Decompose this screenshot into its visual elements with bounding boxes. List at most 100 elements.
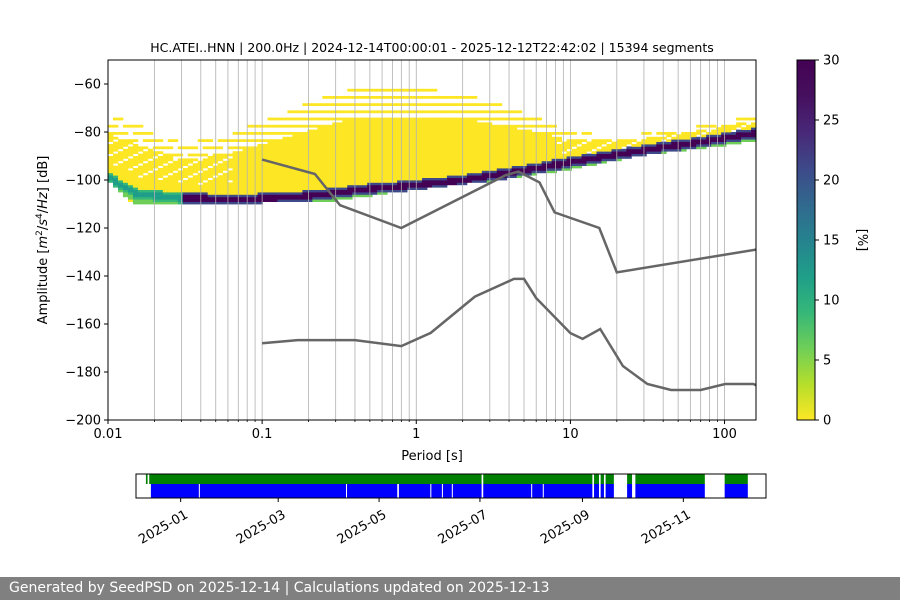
pdf-cell [272, 153, 278, 157]
pdf-cell [342, 153, 348, 157]
pdf-cell [521, 156, 528, 159]
pdf-cell [706, 136, 712, 140]
pdf-cell [496, 170, 503, 174]
pdf-cell [476, 134, 483, 138]
pdf-cell [501, 170, 508, 174]
pdf-cell [137, 199, 144, 202]
pdf-cell [566, 146, 572, 150]
pdf-cell [596, 151, 602, 154]
pdf-cell [167, 153, 174, 157]
pdf-cell [491, 110, 498, 114]
pdf-cell [476, 117, 483, 121]
pdf-cell [521, 158, 528, 162]
pdf-cell [601, 151, 607, 154]
pdf-cell [347, 103, 353, 106]
pdf-cell [177, 187, 184, 190]
pdf-cell [292, 134, 298, 138]
pdf-cell [257, 175, 263, 178]
pdf-cell [432, 175, 438, 178]
pdf-cell [491, 139, 498, 142]
pdf-cell [392, 124, 398, 128]
pdf-cell [267, 168, 273, 171]
pdf-cell [122, 160, 129, 164]
pdf-cell [526, 170, 533, 174]
pdf-cell [357, 168, 363, 171]
pdf-cell [511, 139, 518, 142]
pdf-cell [387, 141, 393, 145]
pdf-cell [586, 132, 592, 135]
pdf-cell [397, 160, 403, 164]
pdf-cell [362, 132, 368, 135]
pdf-cell [227, 201, 234, 205]
pdf-cell [207, 158, 214, 162]
pdf-cell [651, 146, 657, 150]
pdf-cell [327, 141, 333, 145]
pdf-cell [312, 134, 318, 138]
pdf-cell [327, 129, 333, 133]
pdf-cell [751, 117, 756, 121]
pdf-cell [461, 163, 468, 166]
pdf-cell [112, 177, 119, 181]
pdf-cell [746, 132, 752, 135]
pdf-cell [546, 132, 553, 135]
pdf-cell [147, 189, 154, 193]
pdf-cell [282, 192, 288, 195]
pdf-cell [402, 151, 408, 154]
pdf-cell [412, 180, 418, 183]
pdf-cell [377, 88, 383, 92]
pdf-cell [342, 180, 348, 183]
pdf-cell [721, 134, 727, 138]
pdf-cell [432, 156, 438, 159]
pdf-cell [466, 134, 473, 138]
pdf-cell [372, 182, 378, 186]
pdf-cell [481, 146, 488, 150]
pdf-cell [422, 124, 428, 128]
pdf-cell [476, 141, 483, 145]
pdf-cell [292, 180, 298, 183]
pdf-cell [591, 153, 597, 157]
pdf-cell [372, 117, 378, 121]
pdf-cell [546, 139, 553, 142]
pdf-cell [402, 175, 408, 178]
pdf-cell [257, 168, 263, 171]
pdf-cell [407, 177, 413, 181]
pdf-cell [277, 158, 283, 162]
pdf-cell [277, 194, 283, 198]
pdf-cell [172, 196, 179, 200]
pdf-cell [312, 160, 318, 164]
pdf-cell [456, 136, 463, 140]
pdf-cell [721, 141, 727, 145]
pdf-cell [476, 163, 483, 166]
pdf-cell [456, 144, 463, 147]
pdf-cell [397, 103, 403, 106]
pdf-cell [721, 127, 727, 130]
pdf-cell [262, 187, 268, 190]
pdf-cell [402, 156, 408, 159]
pdf-cell [322, 163, 328, 166]
timeline-used-bar [724, 484, 748, 498]
pdf-cell [427, 180, 433, 183]
pdf-cell [117, 141, 124, 145]
pdf-cell [237, 170, 243, 174]
pdf-cell [536, 151, 543, 154]
pdf-cell [646, 139, 652, 142]
pdf-cell [556, 158, 562, 162]
pdf-cell [292, 189, 298, 193]
pdf-cell [267, 158, 273, 162]
pdf-cell [247, 184, 253, 188]
pdf-cell [456, 165, 463, 169]
pdf-cell [327, 194, 333, 198]
pdf-cell [422, 180, 428, 183]
pdf-cell [247, 194, 253, 198]
pdf-cell [481, 134, 488, 138]
pdf-cell [242, 196, 248, 200]
pdf-cell [516, 146, 523, 150]
pdf-cell [397, 148, 403, 152]
pdf-cell [382, 96, 388, 99]
pdf-cell [307, 136, 313, 140]
pdf-cell [297, 192, 303, 195]
pdf-cell [491, 124, 498, 128]
pdf-cell [491, 129, 498, 133]
pdf-cell [392, 175, 398, 178]
pdf-cell [147, 175, 154, 178]
